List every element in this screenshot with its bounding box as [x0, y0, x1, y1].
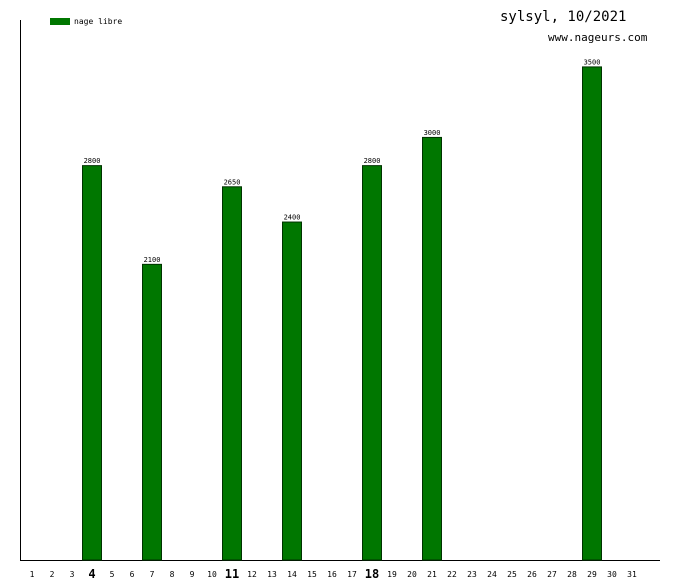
data-label-day-21: 3000	[424, 129, 441, 137]
legend-swatch-nage-libre	[50, 18, 70, 25]
bar-day-7	[142, 263, 162, 561]
x-tick-label-15: 15	[307, 570, 317, 579]
bar-day-14	[282, 221, 302, 561]
x-tick-label-3: 3	[70, 570, 75, 579]
x-tick-label-9: 9	[190, 570, 195, 579]
x-tick-label-10: 10	[207, 570, 217, 579]
data-label-day-18: 2800	[364, 157, 381, 165]
x-tick-label-1: 1	[30, 570, 35, 579]
x-tick-label-28: 28	[567, 570, 577, 579]
x-tick-label-23: 23	[467, 570, 477, 579]
bar-day-18	[362, 165, 382, 561]
chart-title: sylsyl, 10/2021	[500, 9, 627, 25]
x-tick-label-25: 25	[507, 570, 517, 579]
x-tick-label-21: 21	[427, 570, 437, 579]
x-tick-label-4: 4	[88, 567, 95, 580]
x-tick-label-24: 24	[487, 570, 497, 579]
site-url: www.nageurs.com	[548, 31, 648, 44]
legend-label-nage-libre: nage libre	[74, 17, 123, 26]
x-tick-label-26: 26	[527, 570, 537, 579]
bar-day-11	[222, 186, 242, 561]
x-tick-label-16: 16	[327, 570, 337, 579]
x-tick-label-14: 14	[287, 570, 297, 579]
x-tick-label-20: 20	[407, 570, 417, 579]
x-tick-label-13: 13	[267, 570, 277, 579]
x-tick-label-22: 22	[447, 570, 457, 579]
legend: nage libre	[50, 17, 122, 26]
data-label-day-29: 3500	[584, 58, 601, 66]
x-tick-label-29: 29	[587, 570, 597, 579]
x-tick-label-2: 2	[50, 570, 55, 579]
x-tick-label-31: 31	[627, 570, 637, 579]
data-label-day-7: 2100	[144, 256, 161, 264]
data-label-day-11: 2650	[224, 178, 241, 186]
x-tick-label-27: 27	[547, 570, 557, 579]
data-label-day-14: 2400	[284, 214, 301, 222]
x-tick-label-19: 19	[387, 570, 397, 579]
bar-day-4	[82, 165, 102, 561]
x-tick-label-5: 5	[110, 570, 115, 579]
x-tick-label-11: 11	[225, 567, 239, 580]
x-tick-label-17: 17	[347, 570, 357, 579]
x-tick-label-8: 8	[170, 570, 175, 579]
x-tick-label-7: 7	[150, 570, 155, 579]
data-label-day-4: 2800	[84, 157, 101, 165]
x-tick-label-12: 12	[247, 570, 257, 579]
x-tick-label-30: 30	[607, 570, 617, 579]
x-tick-label-6: 6	[130, 570, 135, 579]
x-tick-label-18: 18	[365, 567, 379, 580]
bar-day-21	[422, 136, 442, 561]
bar-day-29	[582, 66, 602, 561]
